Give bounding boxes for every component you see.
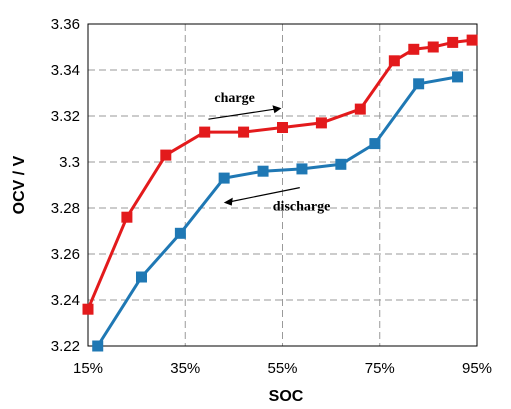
data-point [218, 172, 230, 184]
data-point [369, 138, 381, 150]
x-tick-label: 75% [365, 360, 395, 377]
y-tick-label: 3.26 [51, 246, 80, 263]
data-point [257, 165, 269, 177]
data-point [135, 271, 147, 283]
y-tick-label: 3.24 [51, 292, 80, 309]
data-point [160, 149, 172, 161]
data-point [315, 117, 327, 129]
data-point [238, 126, 250, 138]
y-tick-label: 3.28 [51, 200, 80, 217]
x-axis-title: SOC [269, 388, 304, 405]
data-point [121, 211, 133, 223]
series-2 [92, 71, 464, 352]
y-axis-title: OCV / V [11, 155, 28, 214]
x-axis-ticks: 15% 35% 55% 75% 95% [73, 360, 492, 377]
charge-arrowhead [272, 105, 282, 114]
data-point [92, 340, 104, 352]
y-tick-label: 3.32 [51, 108, 80, 125]
series-layer [82, 34, 478, 352]
data-point [335, 158, 347, 170]
series-1 [82, 34, 478, 315]
y-tick-label: 3.36 [51, 16, 80, 33]
plot-frame [87, 23, 478, 347]
data-point [466, 34, 478, 46]
data-point [199, 126, 211, 138]
y-tick-label: 3.34 [51, 62, 80, 79]
x-tick-label: 35% [170, 360, 200, 377]
data-point [408, 43, 420, 55]
x-tick-label: 55% [267, 360, 297, 377]
data-point [388, 55, 400, 67]
discharge-label: discharge [273, 200, 331, 215]
y-axis-ticks: 3.22 3.24 3.26 3.28 3.3 3.32 3.34 3.36 [51, 16, 80, 355]
charge-label: charge [214, 91, 254, 106]
data-point [277, 122, 288, 133]
data-point [447, 36, 459, 48]
data-point [452, 71, 464, 83]
data-point [174, 227, 186, 239]
data-point [296, 163, 308, 175]
data-point [354, 103, 366, 115]
series-line [96, 75, 458, 347]
annotations: charge discharge [208, 91, 331, 215]
y-tick-label: 3.22 [51, 338, 80, 355]
data-point [82, 303, 94, 315]
discharge-arrow [230, 187, 300, 203]
data-point [413, 78, 425, 90]
charge-arrow [208, 108, 275, 120]
y-tick-label: 3.3 [59, 154, 80, 171]
grid-lines [88, 24, 477, 346]
x-tick-label: 15% [73, 360, 103, 377]
data-point [427, 41, 439, 53]
discharge-arrowhead [223, 197, 233, 206]
x-tick-label: 95% [462, 360, 492, 377]
